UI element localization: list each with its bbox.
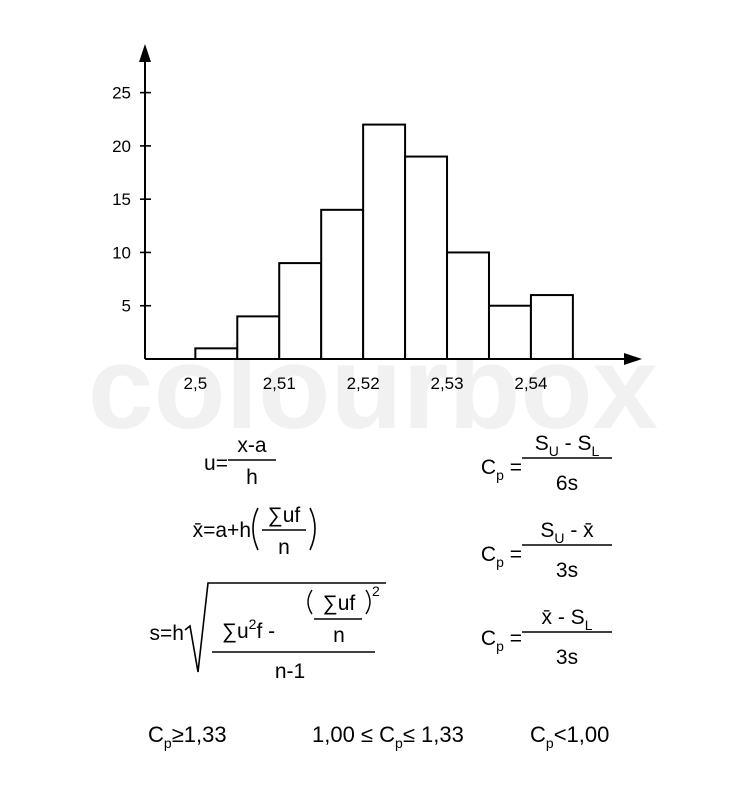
x-tick-label: 2,5	[184, 374, 208, 393]
radical	[184, 582, 386, 673]
formula-part: n-1	[275, 660, 305, 683]
formula-part: ≥1,33	[172, 722, 227, 747]
formula-part: x̄=a+h	[193, 519, 251, 542]
formula-part: =	[504, 543, 522, 566]
formula-text: SU - SL	[535, 432, 600, 459]
formula-text: 6s	[556, 472, 578, 495]
bar	[278, 262, 323, 361]
formula-text: Cp =	[481, 627, 522, 654]
y-tick-label: 5	[122, 297, 131, 316]
formula-text: x̄=a+h	[193, 519, 251, 542]
formula-sub: U	[549, 443, 559, 459]
formula-part: - x̄	[564, 519, 594, 542]
formula-sub: p	[395, 735, 403, 751]
x-tick-label: 2,53	[430, 374, 463, 393]
formula-part: =	[504, 456, 522, 479]
bar	[404, 155, 449, 360]
formula-part: <1,00	[554, 722, 610, 747]
bar	[194, 347, 239, 360]
formula-part: s=h	[150, 622, 184, 645]
formula-part: C	[481, 543, 496, 566]
y-tick-label: 10	[112, 243, 131, 262]
bar	[529, 294, 574, 361]
formula-part: ∑uf	[323, 592, 356, 615]
formula-sub: p	[164, 735, 172, 751]
formula-text: Cp =	[481, 456, 522, 483]
formula-text: ∑u2f -	[222, 616, 275, 643]
formula-text: SU - x̄	[540, 519, 594, 546]
formula-part: 6s	[556, 472, 578, 495]
formula-text: Cp =	[481, 543, 522, 570]
formula-sub: p	[496, 638, 504, 654]
formula-text: h	[246, 466, 258, 489]
x-tick-label: 2,51	[263, 374, 296, 393]
formula-part: n	[278, 536, 290, 559]
formula-sub: L	[592, 443, 600, 459]
formula-part: S	[540, 519, 554, 542]
formula-part: C	[148, 722, 164, 747]
formula-part: C	[481, 627, 496, 650]
formula-text: n-1	[275, 660, 305, 683]
bar	[236, 315, 281, 360]
formula-text: ∑uf	[268, 504, 301, 527]
formula-part: - S	[559, 432, 592, 455]
x-axis-arrow	[624, 353, 642, 365]
formula-text: Cp<1,00	[530, 722, 609, 751]
paren-left	[252, 507, 259, 551]
bar	[362, 123, 407, 360]
formula-text: n	[333, 624, 345, 647]
formula-part: h	[246, 466, 258, 489]
bar	[320, 208, 365, 360]
formula-text: u=	[204, 452, 228, 475]
formula-part: C	[530, 722, 546, 747]
inner-paren-right	[365, 589, 371, 615]
formula-text: 3s	[556, 559, 578, 582]
formula-text: n	[278, 536, 290, 559]
inner-paren-left	[307, 589, 313, 615]
formula-part: S	[535, 432, 549, 455]
formula-part: 3s	[556, 559, 578, 582]
formula-text: 1,00 ≤ Cp≤ 1,33	[312, 722, 464, 751]
x-tick-label: 2,54	[514, 374, 547, 393]
y-tick-label: 25	[112, 84, 131, 103]
y-tick-label: 20	[112, 137, 131, 156]
formula-sub: p	[496, 554, 504, 570]
formula-sup: 2	[372, 583, 380, 599]
formula-text: ∑uf	[323, 592, 356, 615]
formula-text: s=h	[150, 622, 184, 645]
bar	[487, 304, 532, 361]
formula-part: n	[333, 624, 345, 647]
x-tick-label: 2,52	[347, 374, 380, 393]
formula-text: x̄ - SL	[542, 606, 593, 633]
formula-text: Cp≥1,33	[148, 722, 227, 751]
formula-part: u=	[204, 452, 228, 475]
formula-part: x-a	[237, 434, 266, 457]
formula-sub: U	[554, 530, 564, 546]
formula-part: f -	[256, 620, 275, 643]
formula-part: 1,00 ≤ C	[312, 722, 395, 747]
formula-sup: 2	[249, 616, 257, 632]
y-tick-label: 15	[112, 190, 131, 209]
formula-text: 3s	[556, 646, 578, 669]
formula-text: x-a	[237, 434, 266, 457]
y-axis-arrow	[139, 44, 151, 62]
formula-sub: L	[585, 617, 593, 633]
formula-part: ∑u	[222, 620, 249, 643]
formula-part: ∑uf	[268, 504, 301, 527]
formula-part: ≤ 1,33	[403, 722, 464, 747]
bar	[446, 251, 490, 360]
formula-part: C	[481, 456, 496, 479]
formula-part: x̄ - S	[542, 606, 585, 629]
formula-sub: p	[546, 735, 554, 751]
formula-part: 3s	[556, 646, 578, 669]
formula-sub: p	[496, 467, 504, 483]
formula-part: =	[504, 627, 522, 650]
paren-right	[309, 507, 316, 551]
